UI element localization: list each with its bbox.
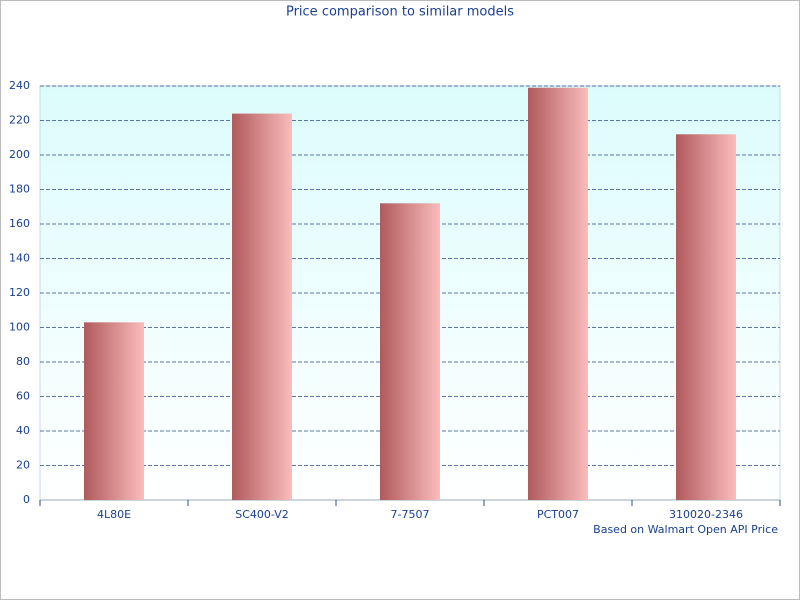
bar xyxy=(84,322,144,500)
bar xyxy=(232,113,292,500)
x-tick-label: 7-7507 xyxy=(391,508,430,521)
x-tick-label: PCT007 xyxy=(537,508,579,521)
y-tick-label: 80 xyxy=(16,355,30,368)
y-tick-label: 220 xyxy=(9,114,30,127)
bar xyxy=(528,87,588,500)
x-tick-label: SC400-V2 xyxy=(235,508,289,521)
y-tick-label: 240 xyxy=(9,79,30,92)
chart-title: Price comparison to similar models xyxy=(286,5,514,20)
y-tick-label: 60 xyxy=(16,390,30,403)
y-tick-label: 120 xyxy=(9,286,30,299)
bar xyxy=(676,134,736,501)
y-tick-label: 100 xyxy=(9,321,30,334)
y-tick-label: 20 xyxy=(16,459,30,472)
x-tick-label: 310020-2346 xyxy=(669,508,743,521)
y-tick-label: 40 xyxy=(16,424,30,437)
bar xyxy=(380,203,440,501)
y-tick-label: 180 xyxy=(9,183,30,196)
annotation: Based on Walmart Open API Price xyxy=(593,523,778,536)
y-tick-label: 200 xyxy=(9,148,30,161)
y-tick-label: 160 xyxy=(9,217,30,230)
y-tick-label: 140 xyxy=(9,252,30,265)
y-tick-label: 0 xyxy=(23,493,30,506)
x-tick-label: 4L80E xyxy=(97,508,131,521)
